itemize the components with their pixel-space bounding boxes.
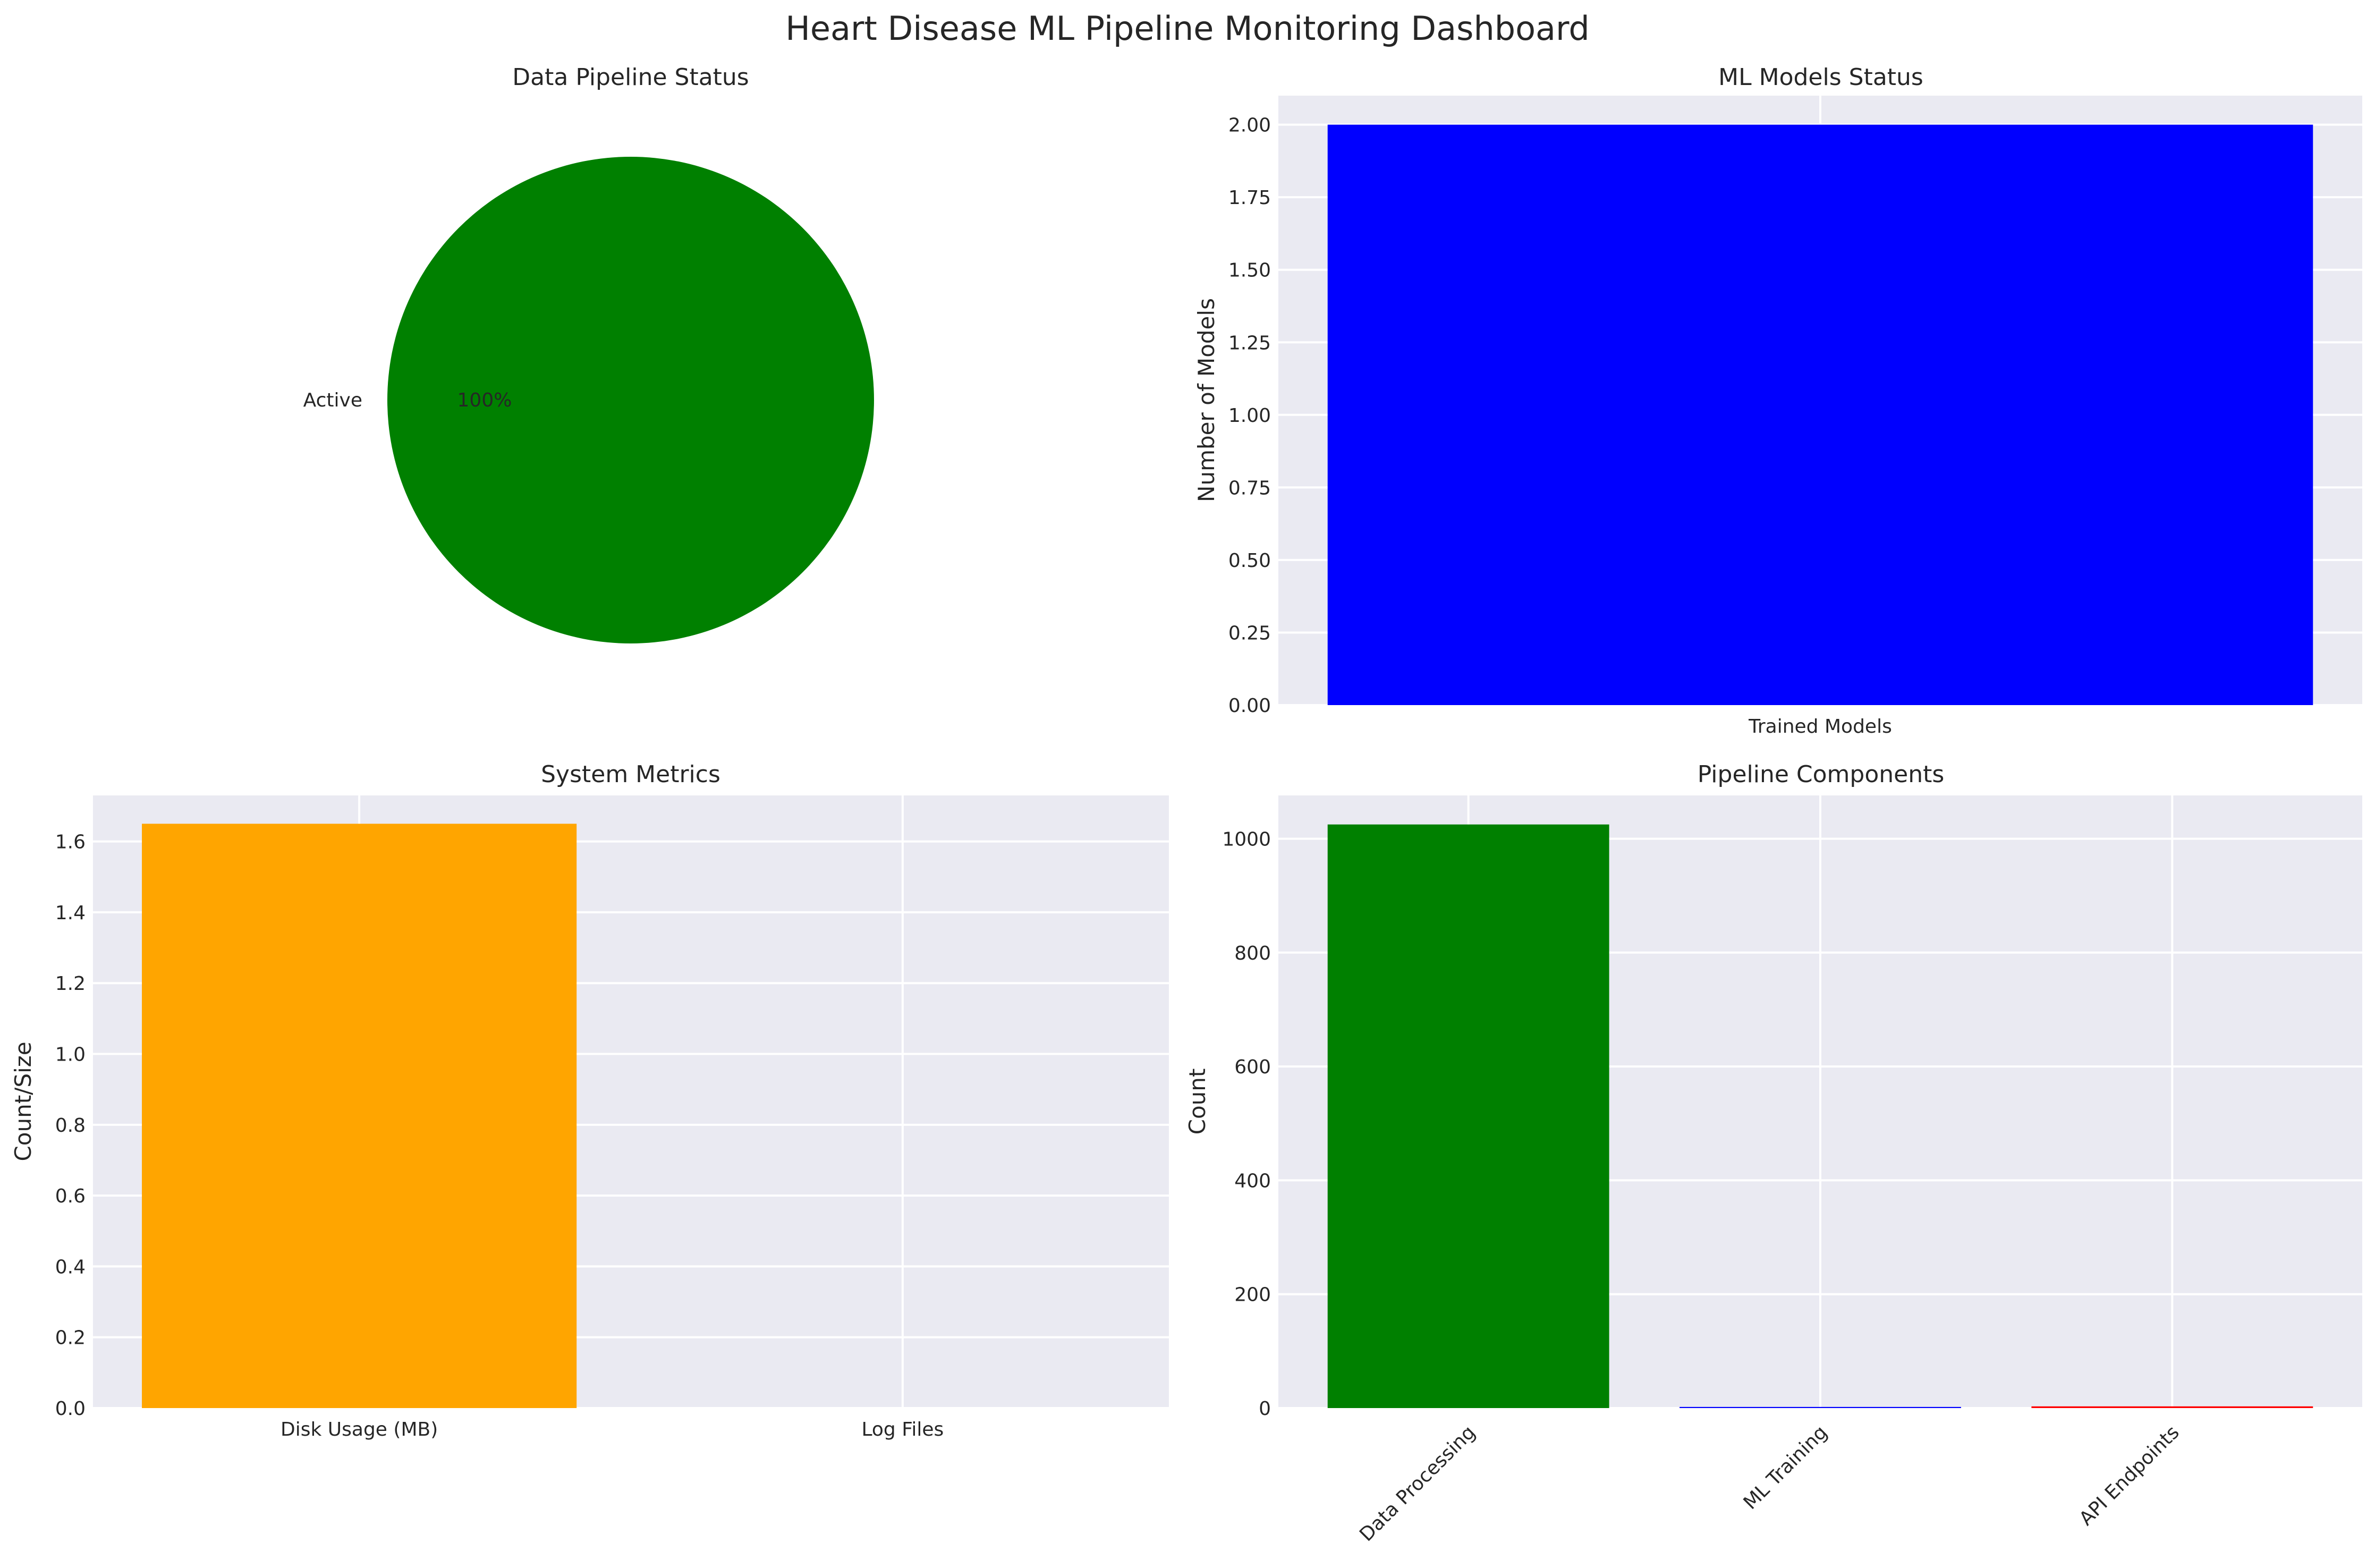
y-tick-label: 0.2 bbox=[55, 1327, 86, 1349]
pipeline-components-title: Pipeline Components bbox=[1698, 761, 1945, 788]
pie-pct-label: 100% bbox=[457, 389, 512, 411]
y-tick-label: 400 bbox=[1234, 1170, 1271, 1192]
y-tick-label: 1.6 bbox=[55, 832, 86, 853]
x-tick-label: Log Files bbox=[861, 1419, 944, 1440]
bar bbox=[1680, 1406, 1961, 1408]
x-tick-label: Trained Models bbox=[1748, 716, 1892, 738]
ml-models-panel: ML Models Status 0.00 0.25 0.50 0.75 1.00 1.2… bbox=[1193, 64, 2362, 738]
y-tick-label: 1000 bbox=[1222, 828, 1271, 850]
ml-models-x-tick-labels: Trained Models bbox=[1748, 716, 1892, 738]
y-tick-label: 1.2 bbox=[55, 973, 86, 995]
x-tick-label: API Endpoints bbox=[2075, 1421, 2184, 1530]
system-metrics-x-tick-labels: Disk Usage (MB) Log Files bbox=[281, 1419, 944, 1440]
y-tick-label: 1.00 bbox=[1228, 405, 1271, 427]
pie-title: Data Pipeline Status bbox=[512, 64, 749, 91]
pipeline-components-ylabel: Count bbox=[1184, 1069, 1210, 1135]
y-tick-label: 0.25 bbox=[1228, 622, 1271, 644]
pipeline-components-y-tick-labels: 0 200 400 600 800 1000 bbox=[1222, 828, 1271, 1420]
y-tick-label: 0.50 bbox=[1228, 550, 1271, 572]
system-metrics-title: System Metrics bbox=[541, 761, 720, 788]
pie-panel: Data Pipeline Status Active 100% bbox=[303, 64, 874, 643]
ml-models-title: ML Models Status bbox=[1718, 64, 1923, 91]
system-metrics-panel: System Metrics 0.0 0.2 0.4 0.6 0.8 1.0 1.2 1.4 1… bbox=[10, 761, 1169, 1440]
y-tick-label: 1.0 bbox=[55, 1044, 86, 1066]
pipeline-components-panel: Pipeline Components 0 200 400 600 800 1000 Da… bbox=[1184, 761, 2362, 1546]
figure-title: Heart Disease ML Pipeline Monitoring Das… bbox=[785, 9, 1590, 48]
y-tick-label: 1.25 bbox=[1228, 332, 1271, 354]
ml-models-ylabel: Number of Models bbox=[1193, 298, 1219, 502]
bar bbox=[1327, 824, 1609, 1408]
ml-models-y-tick-labels: 0.00 0.25 0.50 0.75 1.00 1.25 1.50 1.75 2.00 bbox=[1228, 115, 1271, 717]
y-tick-label: 0.4 bbox=[55, 1256, 86, 1278]
pipeline-components-bars bbox=[1327, 824, 2313, 1408]
y-tick-label: 1.4 bbox=[55, 902, 86, 924]
pipeline-components-x-tick-labels: Data Processing ML Training API Endpoints bbox=[1355, 1421, 2183, 1546]
system-metrics-ylabel: Count/Size bbox=[10, 1041, 36, 1161]
y-tick-label: 0 bbox=[1259, 1398, 1271, 1420]
y-tick-label: 1.50 bbox=[1228, 260, 1271, 282]
bar bbox=[1327, 124, 2313, 706]
x-tick-label: ML Training bbox=[1740, 1421, 1832, 1514]
x-tick-label: Disk Usage (MB) bbox=[281, 1419, 438, 1440]
y-tick-label: 2.00 bbox=[1228, 115, 1271, 137]
system-metrics-bars bbox=[142, 824, 577, 1408]
x-tick-label: Data Processing bbox=[1355, 1421, 1480, 1546]
pie-slice-active bbox=[387, 157, 874, 643]
y-tick-label: 0.0 bbox=[55, 1398, 86, 1420]
y-tick-label: 0.75 bbox=[1228, 477, 1271, 499]
y-tick-label: 1.75 bbox=[1228, 187, 1271, 209]
bar bbox=[2031, 1406, 2313, 1408]
y-tick-label: 0.00 bbox=[1228, 695, 1271, 717]
y-tick-label: 200 bbox=[1234, 1284, 1271, 1306]
pie-slices bbox=[387, 157, 874, 643]
bar bbox=[142, 824, 577, 1408]
ml-models-bars bbox=[1327, 124, 2313, 706]
y-tick-label: 0.6 bbox=[55, 1185, 86, 1207]
y-tick-label: 800 bbox=[1234, 943, 1271, 964]
system-metrics-y-tick-labels: 0.0 0.2 0.4 0.6 0.8 1.0 1.2 1.4 1.6 bbox=[55, 832, 86, 1420]
pie-label-active: Active bbox=[303, 389, 362, 411]
y-tick-label: 600 bbox=[1234, 1056, 1271, 1078]
y-tick-label: 0.8 bbox=[55, 1115, 86, 1137]
